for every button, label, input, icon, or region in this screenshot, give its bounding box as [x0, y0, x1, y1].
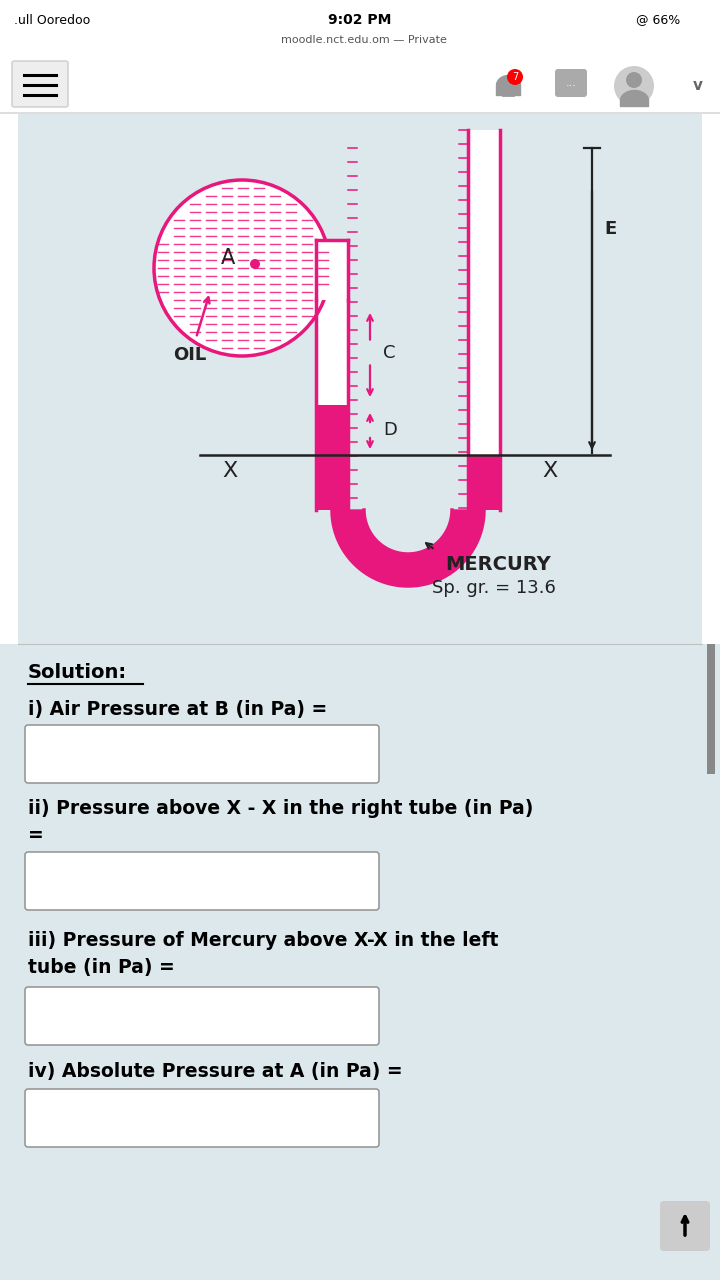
FancyBboxPatch shape: [660, 1201, 710, 1251]
Bar: [316, 241, 348, 300]
Bar: [0, 0, 720, 55]
Bar: [0, 111, 720, 114]
Text: OIL: OIL: [174, 346, 207, 364]
Text: A: A: [221, 248, 235, 268]
Text: moodle.nct.edu.om — Private: moodle.nct.edu.om — Private: [274, 35, 446, 45]
FancyBboxPatch shape: [25, 1089, 379, 1147]
Bar: [469, 454, 499, 509]
Text: =: =: [28, 827, 44, 846]
Bar: [316, 300, 348, 509]
Text: 7: 7: [512, 72, 518, 82]
Text: i) Air Pressure at B (in Pa) =: i) Air Pressure at B (in Pa) =: [28, 700, 328, 719]
FancyBboxPatch shape: [555, 69, 587, 97]
Polygon shape: [332, 509, 484, 586]
Bar: [317, 404, 347, 509]
Text: ii) Pressure above X - X in the right tube (in Pa): ii) Pressure above X - X in the right tu…: [28, 799, 534, 818]
Circle shape: [626, 72, 642, 88]
FancyBboxPatch shape: [25, 724, 379, 783]
Bar: [707, 644, 715, 774]
FancyBboxPatch shape: [25, 987, 379, 1044]
Text: D: D: [383, 421, 397, 439]
Text: Solution:: Solution:: [28, 663, 127, 681]
FancyBboxPatch shape: [25, 852, 379, 910]
Text: .ull Ooredoo: .ull Ooredoo: [14, 14, 90, 27]
Bar: [18, 114, 702, 644]
Text: X: X: [542, 461, 557, 481]
Circle shape: [154, 180, 330, 356]
Text: iii) Pressure of Mercury above X-X in the left: iii) Pressure of Mercury above X-X in th…: [28, 931, 498, 950]
Text: X: X: [222, 461, 238, 481]
Text: v: v: [693, 78, 703, 93]
Bar: [468, 131, 500, 509]
Text: Sp. gr. = 13.6: Sp. gr. = 13.6: [432, 579, 556, 596]
Text: @ 66%: @ 66%: [636, 14, 680, 27]
Text: o: o: [499, 72, 517, 101]
Text: E: E: [604, 220, 616, 238]
Text: iv) Absolute Pressure at A (in Pa) =: iv) Absolute Pressure at A (in Pa) =: [28, 1062, 402, 1082]
Text: MERCURY: MERCURY: [445, 556, 551, 575]
Text: tube (in Pa) =: tube (in Pa) =: [28, 959, 175, 978]
Bar: [0, 55, 720, 113]
Text: 9:02 PM: 9:02 PM: [328, 13, 392, 27]
Circle shape: [250, 259, 260, 269]
Bar: [0, 644, 720, 1280]
FancyBboxPatch shape: [12, 61, 68, 108]
Circle shape: [614, 67, 654, 106]
Text: C: C: [383, 343, 395, 361]
Circle shape: [507, 69, 523, 84]
Text: ...: ...: [566, 78, 577, 88]
